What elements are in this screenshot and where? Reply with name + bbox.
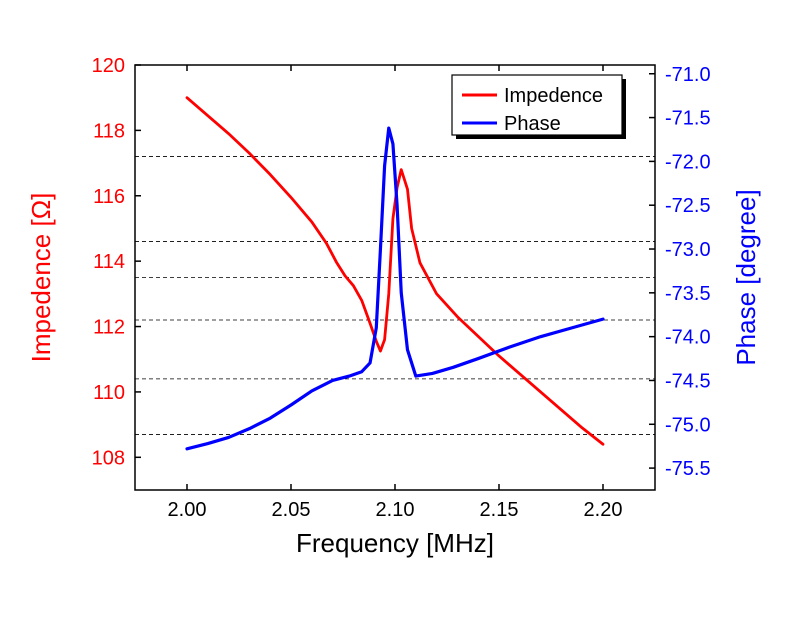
yright-tick-label: -72.5 bbox=[665, 195, 711, 217]
chart-container: 2.00 2.05 2.10 2.15 2.20 108 110 112 114 116 118 12… bbox=[0, 0, 797, 623]
yright-tick-label: -71.0 bbox=[665, 64, 711, 86]
x-tick-label: 2.00 bbox=[168, 499, 207, 521]
x-tick-label: 2.05 bbox=[272, 499, 311, 521]
yleft-tick-label: 112 bbox=[93, 317, 125, 339]
x-tick-label: 2.15 bbox=[480, 499, 519, 521]
legend-label: Impedence bbox=[504, 85, 603, 107]
yright-axis-label: Phase [degree] bbox=[731, 189, 761, 365]
yleft-tick-label: 118 bbox=[93, 120, 125, 142]
chart-svg: 2.00 2.05 2.10 2.15 2.20 108 110 112 114 116 118 12… bbox=[0, 0, 797, 623]
x-tick-label: 2.20 bbox=[584, 499, 623, 521]
x-axis-label: Frequency [MHz] bbox=[296, 528, 494, 558]
yleft-axis-label: Impedence [Ω] bbox=[26, 193, 56, 363]
x-tick-label: 2.10 bbox=[376, 499, 415, 521]
yleft-tick-label: 108 bbox=[92, 447, 125, 469]
yleft-tick-label: 110 bbox=[93, 382, 125, 404]
yleft-tick-label: 120 bbox=[92, 55, 125, 77]
yright-tick-label: -75.5 bbox=[665, 458, 711, 480]
yright-tick-label: -72.0 bbox=[665, 151, 711, 173]
legend-label: Phase bbox=[504, 113, 561, 135]
yright-tick-label: -73.5 bbox=[665, 283, 711, 305]
yleft-tick-label: 116 bbox=[93, 186, 125, 208]
yright-tick-label: -71.5 bbox=[665, 108, 711, 130]
yright-tick-label: -74.5 bbox=[665, 370, 711, 392]
yright-tick-label: -75.0 bbox=[665, 414, 711, 436]
yright-tick-label: -74.0 bbox=[665, 327, 711, 349]
yright-tick-label: -73.0 bbox=[665, 239, 711, 261]
yleft-tick-label: 114 bbox=[93, 251, 125, 273]
